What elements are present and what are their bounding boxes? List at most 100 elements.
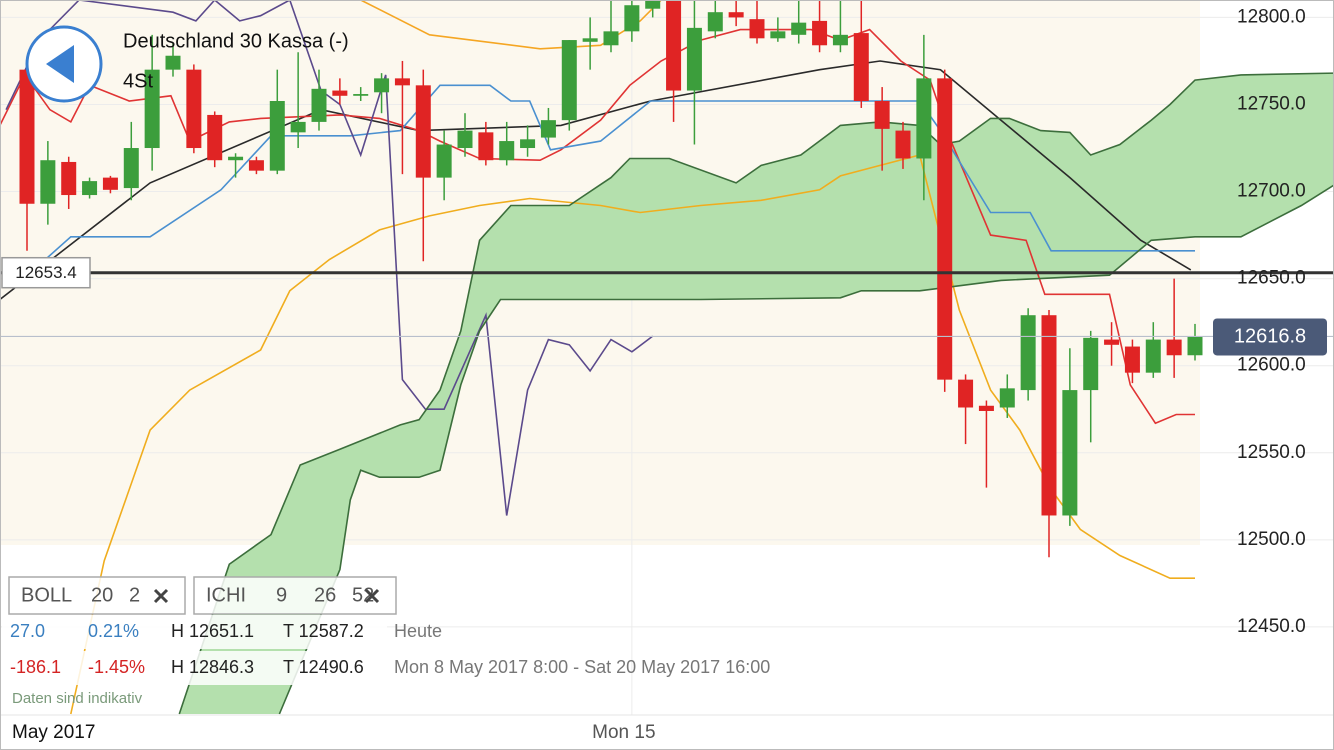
candle-body (520, 139, 536, 149)
candle-body (832, 34, 848, 46)
indicator-param: 9 (276, 584, 287, 606)
candle-body (749, 19, 765, 39)
indicator-chip[interactable]: BOLL 20 2 (8, 576, 186, 615)
info-row-bg (2, 651, 387, 685)
candle-body (165, 55, 181, 70)
y-tick-label: 12450.0 (1237, 616, 1306, 637)
candle-body (561, 40, 577, 121)
candle-body (269, 101, 285, 171)
candle-body (624, 5, 640, 32)
candle-body (1020, 315, 1036, 391)
indicator-chip-box (8, 576, 186, 615)
candle-body (1104, 339, 1120, 345)
candle-body (874, 101, 890, 129)
candle-body (728, 12, 744, 18)
info-high: H 12846.3 (171, 657, 254, 677)
indicator-param: 20 (91, 584, 113, 606)
candle-body (1166, 339, 1182, 356)
candle-body (436, 144, 452, 178)
price-tag-label: 12653.4 (15, 263, 76, 282)
info-period: Heute (394, 621, 442, 641)
candle-body (228, 156, 244, 161)
candle-body (1041, 315, 1057, 516)
candle-body (958, 379, 974, 408)
indicator-line (5, 0, 654, 516)
indicator-param: 26 (314, 584, 336, 606)
chart-subtitle: 4St (123, 70, 153, 92)
candle-body (123, 148, 139, 189)
candle-body (332, 90, 348, 96)
candle-body (311, 88, 327, 122)
back-button[interactable] (25, 25, 103, 103)
candle-body (1062, 390, 1078, 516)
indicator-name: ICHI (206, 584, 246, 606)
y-tick-label: 12700.0 (1237, 181, 1306, 202)
candle-body (582, 38, 598, 42)
indicator-line (0, 28, 1195, 425)
candle-body (415, 85, 431, 178)
candle-body (394, 78, 410, 86)
candle-body (374, 78, 390, 93)
info-percent: 0.21% (88, 621, 139, 641)
price-tag (1, 256, 91, 289)
y-tick-label: 12600.0 (1237, 355, 1306, 376)
candle-body (812, 20, 828, 46)
indicator-remove[interactable] (364, 588, 380, 604)
current-price-tag (1213, 318, 1327, 356)
indicator-name: BOLL (21, 584, 72, 606)
candle-body (186, 69, 202, 149)
candle-body (895, 130, 911, 159)
candle-body (290, 121, 306, 133)
indicator-chip-box (193, 576, 397, 615)
info-low: T 12490.6 (283, 657, 364, 677)
candle-body (853, 33, 869, 102)
indicator-line (38, 84, 1195, 266)
candle-body (144, 69, 160, 149)
indicator-param: 2 (129, 584, 140, 606)
candle-body (82, 181, 98, 196)
candle-body (478, 132, 494, 161)
candle-body (666, 0, 682, 91)
candle-body (1124, 346, 1140, 373)
indicator-line (178, 72, 1334, 715)
candle-body (1187, 336, 1203, 356)
candle-body (457, 130, 473, 149)
candle-body (61, 161, 77, 196)
indicator-line (70, 154, 1195, 715)
info-change: 27.0 (10, 621, 45, 641)
indicator-chip[interactable]: ICHI 9 26 52 (193, 576, 397, 615)
candle-body (40, 160, 56, 204)
y-tick-label: 12750.0 (1237, 94, 1306, 115)
candle-body (603, 31, 619, 46)
y-tick-label: 12550.0 (1237, 442, 1306, 463)
info-percent: -1.45% (88, 657, 145, 677)
candle-body (999, 388, 1015, 408)
period-box (2, 717, 118, 747)
current-price-label: 12616.8 (1234, 326, 1306, 348)
candle-body (791, 22, 807, 35)
y-tick-label: 12500.0 (1237, 529, 1306, 550)
candle-body (916, 78, 932, 159)
info-row-bg (2, 615, 387, 649)
disclaimer: Daten sind indikativ (12, 690, 143, 707)
y-tick-label: 12650.0 (1237, 268, 1306, 289)
candle-body (707, 12, 723, 32)
candle-body (19, 69, 35, 204)
x-tick-label: Mon 15 (592, 722, 655, 743)
candle-body (207, 114, 223, 161)
info-low: T 12587.2 (283, 621, 364, 641)
candle-body (1083, 337, 1099, 391)
candle-body (499, 141, 515, 161)
candle-body (770, 31, 786, 39)
indicator-remove[interactable] (153, 588, 169, 604)
back-button-arrow[interactable] (46, 45, 74, 83)
candle-body (102, 177, 118, 190)
info-period: Mon 8 May 2017 8:00 - Sat 20 May 2017 16… (394, 657, 770, 677)
candle-body (645, 0, 661, 9)
period-label: May 2017 (12, 722, 95, 743)
candle-body (353, 94, 369, 96)
candle-body (248, 160, 264, 171)
candle-body (1145, 339, 1161, 373)
indicator-line (278, 184, 1334, 715)
